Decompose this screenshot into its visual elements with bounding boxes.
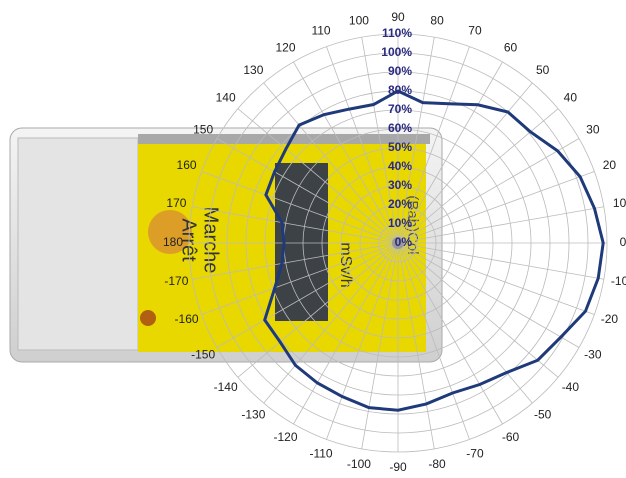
grid-spoke [237, 108, 399, 244]
r-tick-label: 10% [388, 216, 412, 230]
grid-spoke [237, 242, 399, 378]
angle-label: 140 [216, 91, 236, 105]
r-tick-label: 50% [388, 140, 412, 154]
r-tick-label: 80% [388, 83, 412, 97]
grid-spoke [397, 37, 435, 244]
grid-spoke [397, 242, 470, 440]
angle-label: 40 [564, 91, 578, 105]
grid-spoke [397, 242, 595, 315]
angle-label: -20 [601, 312, 619, 326]
angle-label: -150 [191, 348, 215, 362]
grid-spoke [216, 242, 399, 348]
angle-label: -10 [611, 274, 626, 288]
grid-spoke [361, 242, 399, 449]
grid-spoke [263, 242, 399, 404]
angle-label: 170 [166, 196, 186, 210]
angle-label: -100 [347, 457, 371, 471]
grid-spoke [192, 242, 399, 280]
device-side [17, 137, 139, 351]
angle-label: 180 [163, 235, 183, 249]
grid-spoke [397, 61, 503, 244]
series-line [263, 89, 605, 412]
angle-label: 100 [349, 14, 369, 28]
angle-label: 110 [311, 24, 330, 38]
grid-spoke [397, 242, 604, 280]
r-tick-label: 30% [388, 178, 412, 192]
grid-spoke [293, 61, 399, 244]
angle-label: -80 [428, 457, 446, 471]
angle-label: 160 [177, 158, 197, 172]
grid-spoke [263, 82, 399, 244]
r-tick-label: 20% [388, 197, 412, 211]
device-strip [138, 134, 430, 144]
angle-label: -130 [241, 408, 265, 422]
angle-label: 20 [603, 158, 617, 172]
angle-label: 150 [193, 123, 213, 137]
grid-spoke [326, 242, 399, 440]
grid-spoke [397, 138, 580, 244]
angle-label: 80 [430, 14, 444, 28]
grid-spoke [397, 206, 604, 244]
r-tick-label: 0% [395, 235, 413, 249]
grid-spoke [397, 242, 580, 348]
grid-spoke [293, 242, 399, 425]
device-icon [140, 310, 156, 326]
r-tick-label: 40% [388, 159, 412, 173]
grid-spoke [192, 206, 399, 244]
grid-spoke [397, 242, 533, 404]
grid-spoke [361, 37, 399, 244]
grid-spoke [201, 171, 399, 244]
angle-label: 120 [275, 40, 295, 54]
r-tick-label: 100% [381, 45, 412, 59]
grid-spoke [201, 242, 399, 315]
angle-label: 70 [468, 24, 482, 38]
r-tick-label: 70% [388, 102, 412, 116]
angle-label: 60 [504, 40, 518, 54]
r-tick-label: 60% [388, 121, 412, 135]
angle-label: 90 [391, 10, 405, 24]
angle-label: -50 [534, 408, 552, 422]
angle-label: -110 [309, 447, 332, 461]
r-tick-label: 90% [388, 64, 412, 78]
angle-label: 50 [536, 63, 550, 77]
angle-label: -60 [502, 430, 520, 444]
angle-label: -70 [466, 447, 484, 461]
grid-spoke [397, 171, 595, 244]
grid-spoke [326, 46, 399, 244]
angle-label: 130 [243, 63, 263, 77]
angle-label: -90 [389, 460, 407, 473]
angle-label: -120 [273, 430, 297, 444]
device-logo [148, 210, 192, 254]
grid-spoke [397, 46, 470, 244]
grid-spoke [397, 242, 435, 449]
angle-label: -30 [584, 348, 602, 362]
grid-spoke [216, 138, 399, 244]
device-label: Marche [200, 207, 222, 274]
r-tick-label: 110% [382, 26, 412, 40]
angle-label: -140 [214, 380, 238, 394]
grid-spoke [397, 242, 559, 378]
center-dot [392, 237, 404, 249]
angle-label: -160 [175, 312, 199, 326]
angle-label: 10 [613, 196, 626, 210]
angle-label: 30 [586, 123, 600, 137]
angle-label: -170 [164, 274, 188, 288]
grid-spoke [397, 82, 533, 244]
grid-spoke [397, 242, 503, 425]
angle-label: -40 [562, 380, 580, 394]
angle-label: 0 [620, 235, 626, 249]
